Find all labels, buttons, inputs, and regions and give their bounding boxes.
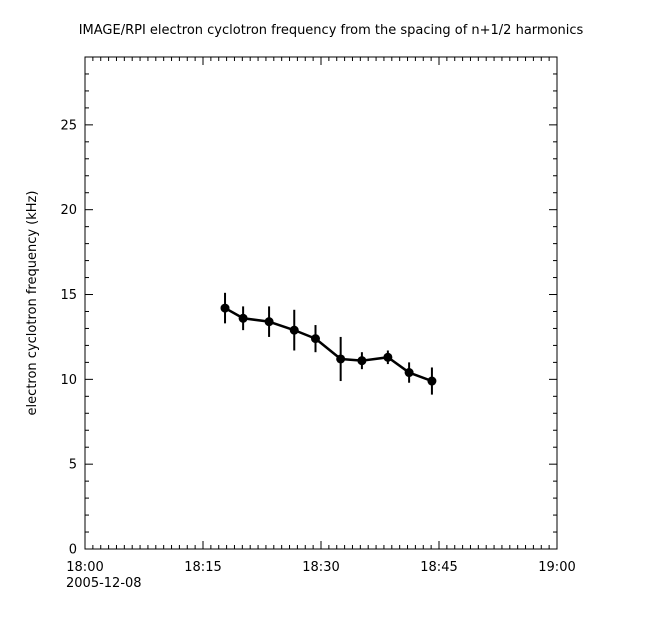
series-line <box>224 307 433 383</box>
y-tick-label: 15 <box>60 288 77 303</box>
x-tick-label: 18:30 <box>302 560 339 575</box>
y-tick-label: 0 <box>69 543 77 558</box>
x-tick-label: 18:00 <box>66 560 103 575</box>
x-axis-date-label: 2005-12-08 <box>66 576 142 591</box>
y-tick-label: 10 <box>60 373 77 388</box>
x-tick-label: 19:00 <box>538 560 575 575</box>
x-tick-label: 18:15 <box>184 560 221 575</box>
data-point <box>264 317 274 327</box>
y-axis-label: electron cyclotron frequency (kHz) <box>25 191 40 416</box>
data-point <box>310 334 320 344</box>
data-point <box>427 376 437 386</box>
data-series <box>220 292 437 395</box>
data-point <box>357 356 367 366</box>
data-point <box>336 354 346 364</box>
data-point <box>404 368 414 378</box>
y-tick-label: 20 <box>60 203 77 218</box>
x-tick-label: 18:45 <box>420 560 457 575</box>
data-point <box>383 352 393 362</box>
y-tick-label: 5 <box>69 458 77 473</box>
data-point <box>289 325 299 335</box>
y-tick-label: 25 <box>60 118 77 133</box>
data-point <box>238 313 248 323</box>
axes-box: 0 5 10 15 20 25 18:00 18:15 18:30 18:45 19:00 <box>60 56 576 575</box>
chart-title: IMAGE/RPI electron cyclotron frequency f… <box>79 23 584 38</box>
data-point <box>220 303 230 313</box>
plot-frame <box>84 56 558 550</box>
